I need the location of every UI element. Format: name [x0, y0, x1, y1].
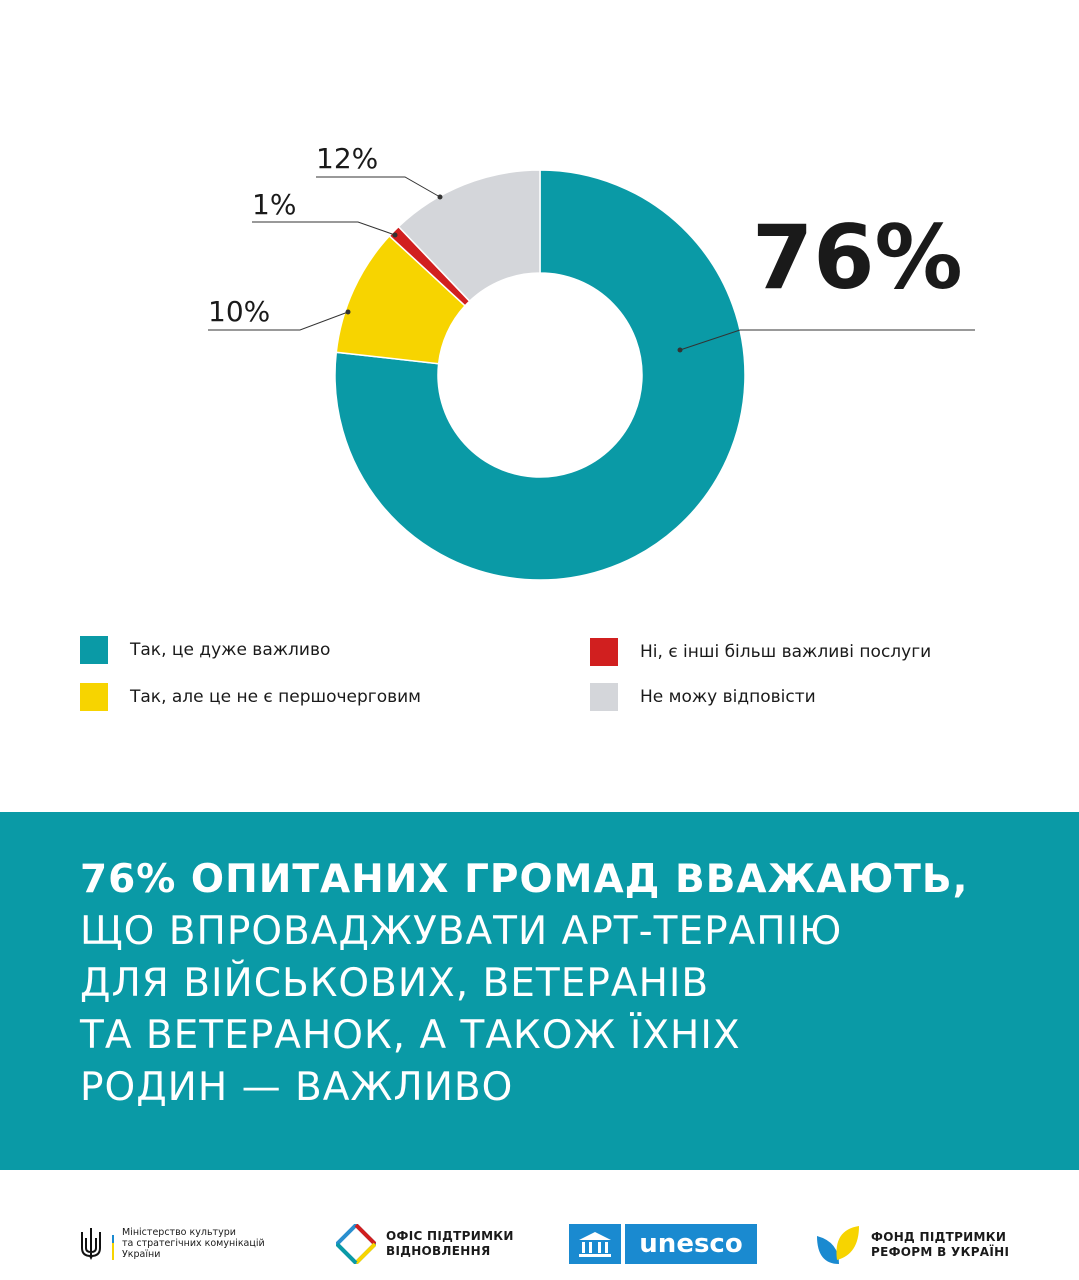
- ministry-line: Міністерство культури: [122, 1226, 236, 1238]
- legend-label: Так, це дуже важливо: [130, 640, 331, 660]
- headline-line: ТА ВЕТЕРАНОК, А ТАКОЖ ЇХНІХ: [80, 1013, 741, 1058]
- value-label-1: 1%: [252, 188, 296, 221]
- leader-dot-76: [677, 347, 683, 353]
- headline-text: 76% ОПИТАНИХ ГРОМАД ВВАЖАЮТЬ, ЩО ВПРОВАД…: [80, 854, 1040, 1114]
- headline-bold-line: 76% ОПИТАНИХ ГРОМАД ВВАЖАЮТЬ,: [80, 857, 969, 902]
- donut-chart: 76% 10% 1% 12%: [208, 142, 975, 581]
- fund-line: РЕФОРМ В УКРАЇНІ: [871, 1245, 1010, 1259]
- legend-swatch-grey: [590, 683, 618, 711]
- trident-icon: [81, 1228, 101, 1260]
- office-name: ОФІС ПІДТРИМКИ ВІДНОВЛЕННЯ: [386, 1229, 514, 1259]
- legend-swatch-red: [590, 638, 618, 666]
- headline-banner: [0, 812, 1079, 1170]
- ministry-name: Міністерство культури та стратегічних ко…: [122, 1227, 265, 1260]
- leader-line-1: [252, 221, 396, 236]
- value-label-10: 10%: [208, 295, 270, 328]
- slice-very-important: [334, 169, 746, 581]
- ministry-line: та стратегічних комунікацій: [122, 1237, 265, 1249]
- office-line: ОФІС ПІДТРИМКИ: [386, 1229, 514, 1243]
- leader-dot-12: [437, 194, 443, 200]
- legend-item-not-priority: Так, але це не є першочерговим: [80, 683, 421, 711]
- leader-dot-10: [345, 309, 351, 315]
- leader-line-12: [316, 176, 441, 198]
- fund-name: ФОНД ПІДТРИМКИ РЕФОРМ В УКРАЇНІ: [871, 1230, 1009, 1260]
- value-label-76: 76%: [752, 206, 963, 309]
- fund-logo: ФОНД ПІДТРИМКИ РЕФОРМ В УКРАЇНІ: [813, 1224, 1009, 1266]
- unesco-text: unesco: [639, 1229, 743, 1259]
- headline-line: ДЛЯ ВІЙСЬКОВИХ, ВЕТЕРАНІВ: [80, 961, 710, 1006]
- headline-line: РОДИН — ВАЖЛИВО: [80, 1065, 514, 1110]
- legend: Так, це дуже важливо Так, але це не є пе…: [80, 636, 1000, 716]
- legend-item-cannot-answer: Не можу відповісти: [590, 683, 816, 711]
- office-logo: ОФІС ПІДТРИМКИ ВІДНОВЛЕННЯ: [336, 1224, 514, 1264]
- fund-line: ФОНД ПІДТРИМКИ: [871, 1230, 1007, 1244]
- legend-label: Не можу відповісти: [640, 687, 816, 707]
- footer-logos: Міністерство культури та стратегічних ко…: [0, 1170, 1079, 1280]
- office-diamond-icon: [336, 1224, 376, 1264]
- unesco-wordmark: unesco: [625, 1224, 757, 1264]
- fund-leaf-icon: [817, 1226, 859, 1264]
- legend-label: Так, але це не є першочерговим: [130, 687, 422, 707]
- value-label-12: 12%: [316, 142, 378, 175]
- legend-label: Ні, є інші більш важливі послуги: [640, 642, 932, 662]
- leader-line-76: [679, 329, 975, 351]
- leader-line-10: [208, 311, 349, 331]
- office-line: ВІДНОВЛЕННЯ: [386, 1244, 491, 1258]
- legend-item-very-important: Так, це дуже важливо: [80, 636, 330, 664]
- leader-dot-1: [392, 232, 398, 238]
- legend-item-other-services: Ні, є інші більш важливі послуги: [590, 638, 931, 666]
- legend-swatch-yellow: [80, 683, 108, 711]
- ministry-logo: Міністерство культури та стратегічних ко…: [78, 1226, 265, 1260]
- headline-line: ЩО ВПРОВАДЖУВАТИ АРТ-ТЕРАПІЮ: [80, 909, 843, 954]
- slice-cannot-answer: [397, 169, 541, 303]
- ministry-line: України: [122, 1248, 161, 1260]
- donut-slices: [334, 169, 746, 581]
- unesco-temple-icon: [569, 1224, 621, 1264]
- legend-swatch-teal: [80, 636, 108, 664]
- divider-yellow: [112, 1243, 114, 1260]
- unesco-logo: unesco: [569, 1224, 757, 1264]
